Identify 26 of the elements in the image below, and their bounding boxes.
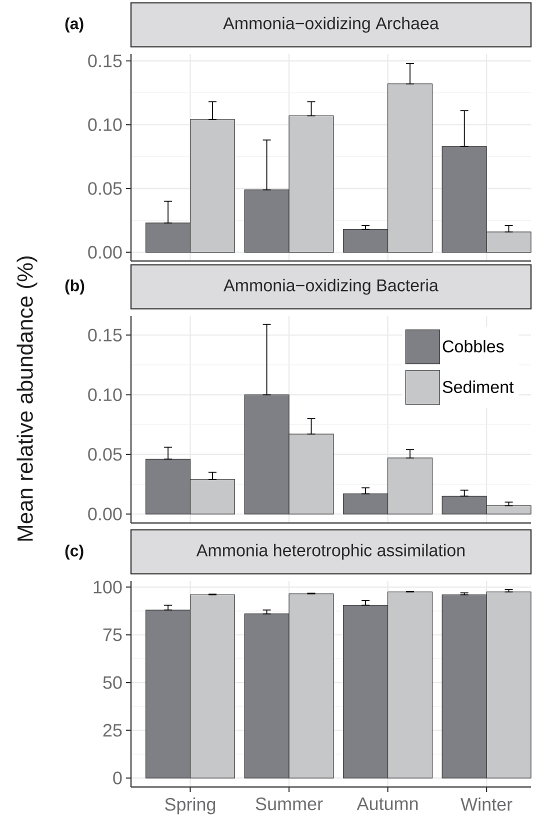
legend-label: Cobbles xyxy=(442,340,504,352)
x-tick-label: Winter xyxy=(460,798,512,811)
text: (c) xyxy=(65,544,84,560)
x-tick-label: Autumn xyxy=(356,798,418,810)
chart-title: Ammonia−oxidizing Bacteria xyxy=(224,278,438,295)
y-tick-label: 75 xyxy=(103,628,122,642)
y-tick-label: 0.10 xyxy=(88,388,122,402)
x-tick-label: Spring xyxy=(165,798,216,814)
y-tick-label: 100 xyxy=(94,580,122,594)
y-tick-label: 0.15 xyxy=(88,54,122,68)
chart-title: Ammonia heterotrophic assimilation xyxy=(196,544,464,560)
text: (b) xyxy=(65,280,84,294)
y-axis-title: Mean relative abundance (%) xyxy=(16,256,38,541)
y-tick-label: 0.05 xyxy=(88,448,122,461)
y-tick-label: 0.00 xyxy=(88,508,122,520)
y-tick-label: 0.00 xyxy=(88,246,122,259)
y-tick-label: 0.05 xyxy=(88,182,122,195)
text: (a) xyxy=(65,18,84,32)
y-tick-label: 0.15 xyxy=(88,328,122,342)
y-tick-label: 0.10 xyxy=(88,118,122,132)
y-tick-label: 50 xyxy=(103,676,122,689)
legend-label: Sediment xyxy=(442,380,514,394)
y-tick-label: 25 xyxy=(103,724,122,737)
x-tick-label: Summer xyxy=(256,798,323,810)
y-tick-label: 0 xyxy=(113,772,122,784)
chart-title: Ammonia−oxidizing Archaea xyxy=(223,16,439,33)
